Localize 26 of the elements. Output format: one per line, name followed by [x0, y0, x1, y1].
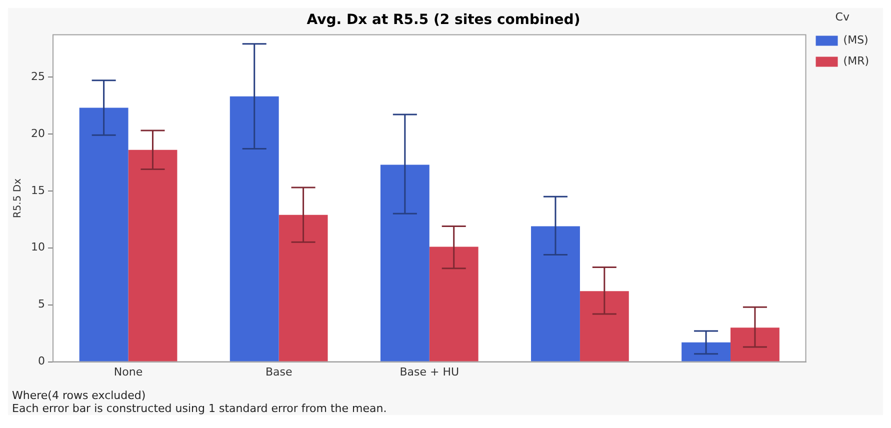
x-tick-label: None: [114, 365, 143, 378]
bar: [128, 150, 178, 362]
y-axis-title: R5.5 Dx: [12, 178, 24, 218]
y-tick-label: 25: [30, 70, 45, 83]
y-tick-label: 20: [30, 126, 45, 140]
bar: [730, 328, 780, 362]
y-tick-label: 10: [30, 240, 45, 254]
x-tick-label: Base: [265, 365, 292, 378]
y-tick-label: 15: [30, 184, 45, 197]
bar: [531, 226, 580, 362]
bar: [230, 96, 279, 362]
legend-title: Cv: [835, 10, 850, 24]
bar: [682, 342, 731, 362]
y-tick-label: 5: [38, 298, 45, 311]
chart-title: Avg. Dx at R5.5 (2 sites combined): [306, 12, 580, 28]
text: Where(4 rows excluded): [12, 389, 147, 402]
bar: [429, 246, 478, 362]
legend-label: (MR): [843, 54, 869, 68]
bar: [278, 214, 328, 362]
bar: [580, 291, 629, 362]
bar: [79, 108, 128, 362]
x-tick-label: Base + HU: [400, 365, 460, 378]
text: Each error bar is constructed using 1 standard error from the mean.: [12, 402, 388, 415]
bar: [380, 164, 430, 362]
y-tick-label: 0: [38, 354, 45, 368]
legend-label: (MS): [843, 34, 868, 47]
